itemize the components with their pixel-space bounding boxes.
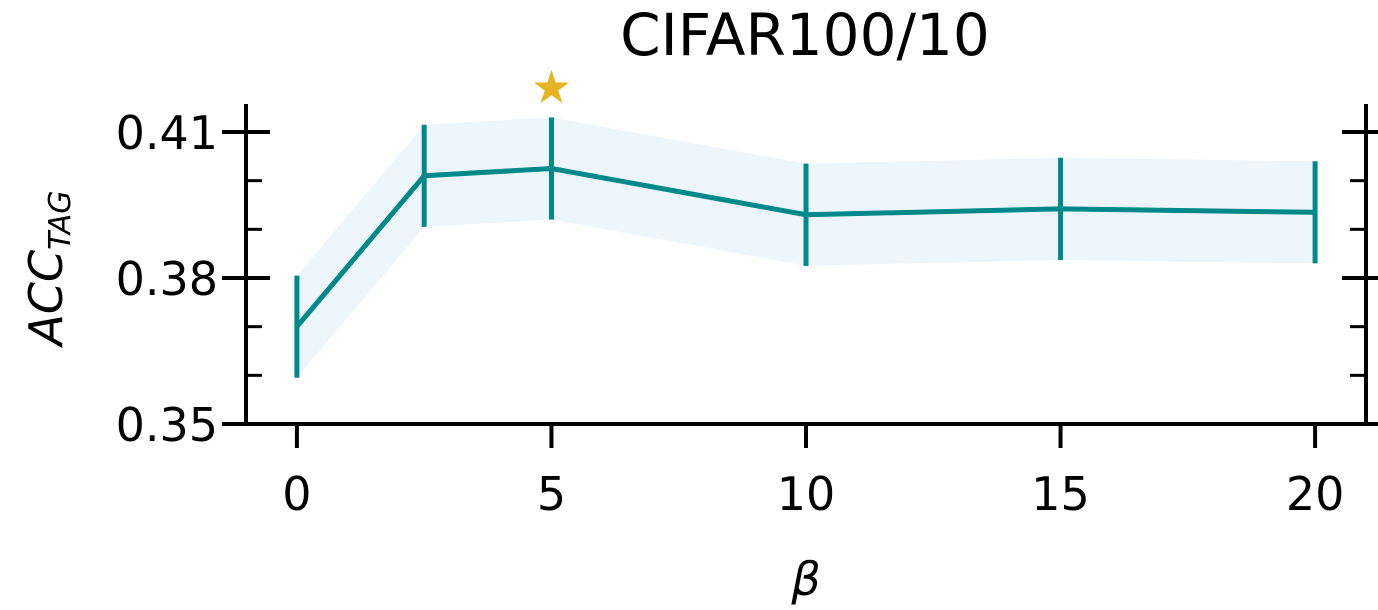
best-marker: ★ <box>531 60 572 114</box>
chart-title: CIFAR100/10 <box>620 1 990 69</box>
series-polyline <box>294 165 1316 329</box>
y-axis-label-main: ACC <box>19 250 73 349</box>
y-ticks: 0.35 0.38 0.41 <box>116 106 1378 452</box>
y-axis-label-sub: TAG <box>43 190 78 249</box>
y-tick-label: 0.38 <box>116 252 218 306</box>
x-ticks: 0 5 10 15 20 <box>282 424 1344 521</box>
error-bars <box>294 117 1318 378</box>
x-axis-label: β <box>790 552 820 606</box>
x-tick-label: 10 <box>777 467 836 521</box>
best-star-icon: ★ <box>531 60 572 114</box>
x-tick-label: 0 <box>282 467 311 521</box>
x-tick-label: 15 <box>1031 467 1090 521</box>
y-tick-label: 0.35 <box>116 398 218 452</box>
series-line <box>294 165 1316 329</box>
x-tick-label: 20 <box>1286 467 1345 521</box>
y-tick-label: 0.41 <box>116 106 218 160</box>
x-tick-label: 5 <box>537 467 566 521</box>
y-axis-label: ACCTAG <box>19 190 78 348</box>
